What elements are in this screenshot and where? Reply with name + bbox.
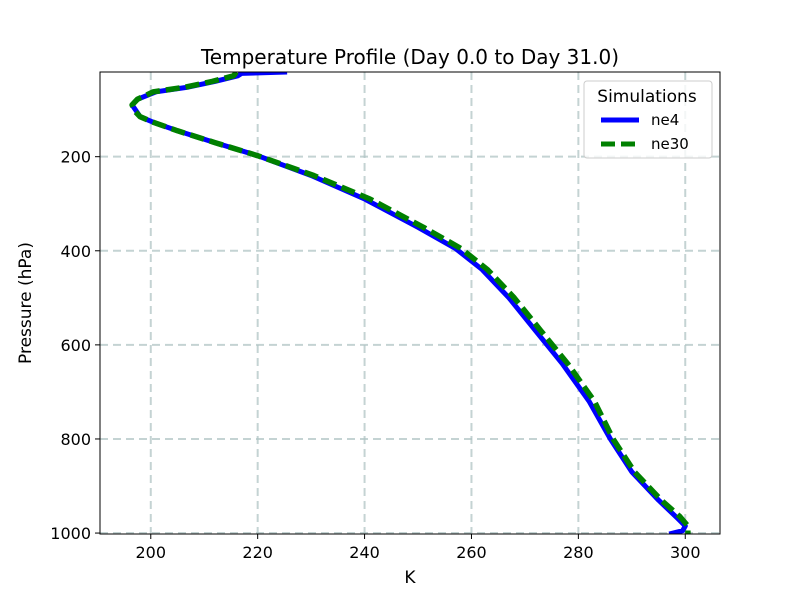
y-tick-label: 600 bbox=[60, 336, 91, 355]
y-axis-label: Pressure (hPa) bbox=[16, 242, 36, 364]
legend-title: Simulations bbox=[597, 87, 697, 107]
series-layer bbox=[129, 72, 691, 534]
axis-ticks: 200 220 240 260 280 300 200 400 600 800 1000 bbox=[50, 148, 700, 562]
legend-box bbox=[583, 80, 713, 159]
y-tick-label: 1000 bbox=[50, 524, 91, 543]
x-tick-label: 220 bbox=[242, 543, 273, 562]
legend-entries: ne4 ne30 bbox=[601, 111, 689, 153]
x-tick-label: 280 bbox=[563, 543, 594, 562]
x-tick-label: 300 bbox=[670, 543, 701, 562]
x-tick-label: 260 bbox=[456, 543, 487, 562]
y-tick-label: 400 bbox=[60, 242, 91, 261]
grid bbox=[100, 72, 720, 535]
y-tick-label: 800 bbox=[60, 430, 91, 449]
chart-title: Temperature Profile (Day 0.0 to Day 31.0… bbox=[200, 45, 619, 69]
legend-label: ne4 bbox=[651, 111, 679, 129]
series-line-ne30 bbox=[129, 72, 691, 534]
x-tick-label: 200 bbox=[136, 543, 167, 562]
x-axis-label: K bbox=[404, 568, 416, 588]
y-tick-label: 200 bbox=[60, 148, 91, 167]
legend-label: ne30 bbox=[651, 135, 689, 153]
x-tick-label: 240 bbox=[349, 543, 380, 562]
legend: Simulations ne4 ne30 bbox=[583, 80, 713, 159]
plot-frame bbox=[99, 71, 721, 535]
